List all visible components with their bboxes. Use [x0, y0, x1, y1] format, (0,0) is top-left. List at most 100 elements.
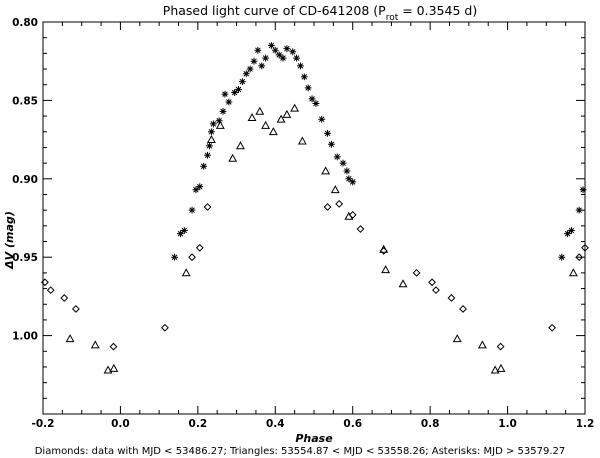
- asterisk-point: [558, 253, 566, 261]
- diamond-point: [432, 286, 440, 295]
- y-tick-label: 0.95: [12, 252, 38, 264]
- diamond-point: [109, 342, 118, 351]
- asterisk-point: [575, 206, 583, 214]
- x-tick-label: 0.4: [266, 418, 285, 430]
- asterisk-point: [349, 178, 357, 186]
- asterisk-point: [293, 54, 300, 62]
- triangle-point: [568, 268, 578, 277]
- asterisk-point: [268, 42, 275, 49]
- y-axis-title: ΔV (mag): [3, 211, 16, 270]
- y-tick-label: 0.85: [12, 95, 38, 107]
- triangle-point: [276, 114, 286, 123]
- asterisk-point: [180, 227, 188, 234]
- x-tick-label: 1.2: [576, 418, 595, 430]
- asterisk-point: [271, 46, 279, 54]
- chart-title: Phased light curve of CD-641208 (Prot = …: [163, 3, 477, 23]
- triangle-point: [379, 244, 389, 253]
- diamond-point: [348, 210, 357, 219]
- asterisk-point: [242, 70, 250, 78]
- asterisk-point: [219, 107, 227, 115]
- y-tick-label: 0.90: [12, 174, 38, 186]
- diamond-point: [60, 294, 69, 302]
- triangle-point: [268, 127, 278, 136]
- x-tick-label: 0.8: [421, 418, 440, 430]
- triangle-point: [181, 268, 191, 277]
- asterisk-point: [283, 45, 291, 53]
- triangle-point: [215, 120, 225, 129]
- x-tick-label: 0.2: [189, 418, 208, 430]
- triangle-point: [330, 185, 340, 194]
- data-marks: [41, 42, 589, 374]
- asterisk-point: [192, 186, 200, 194]
- asterisk-point: [246, 65, 254, 73]
- triangle-point: [261, 120, 271, 129]
- asterisk-point: [258, 62, 266, 70]
- asterisk-point: [177, 230, 184, 238]
- asterisk-point: [304, 84, 312, 92]
- asterisk-point: [221, 90, 229, 98]
- triangle-point: [206, 134, 216, 143]
- asterisk-point: [200, 162, 208, 170]
- asterisk-point: [208, 128, 215, 136]
- triangle-point: [109, 363, 119, 372]
- asterisk-point: [171, 253, 179, 261]
- asterisk-point: [235, 86, 242, 93]
- diamond-point: [323, 203, 332, 211]
- triangle-point: [282, 109, 292, 118]
- triangle-point: [290, 103, 300, 112]
- diamond-point: [428, 278, 436, 287]
- triangle-point: [477, 340, 487, 349]
- diamond-point: [72, 305, 80, 313]
- asterisk-point: [324, 129, 331, 137]
- asterisk-point: [279, 54, 287, 62]
- x-axis-title: Phase: [295, 432, 333, 445]
- asterisk-point: [238, 78, 246, 85]
- x-tick-label: 0.6: [343, 418, 362, 430]
- asterisk-point: [225, 98, 233, 106]
- chart-title-prefix: Phased light curve of CD-641208 (P: [163, 3, 386, 18]
- asterisk-point: [339, 159, 347, 167]
- asterisk-point: [328, 140, 335, 148]
- asterisk-point: [343, 167, 351, 175]
- diamond-point: [188, 253, 196, 262]
- asterisk-point: [231, 89, 239, 96]
- asterisk-point: [196, 183, 204, 191]
- triangle-point: [496, 363, 506, 372]
- triangle-point: [452, 334, 462, 343]
- x-tick-label: 0.0: [111, 418, 130, 430]
- x-tick-label: 1.0: [498, 418, 517, 430]
- triangle-point: [65, 334, 75, 343]
- asterisk-point: [564, 230, 571, 238]
- y-tick-label: 0.80: [12, 17, 38, 29]
- diamond-point: [335, 199, 344, 208]
- asterisk-point: [262, 54, 270, 62]
- diamond-point: [356, 225, 365, 233]
- asterisk-point: [215, 117, 223, 125]
- asterisk-point: [254, 46, 262, 54]
- asterisk-point: [250, 57, 258, 65]
- triangle-point: [381, 265, 391, 274]
- diamond-point: [581, 243, 589, 252]
- asterisk-point: [308, 95, 316, 103]
- axis-ticks: [42, 21, 586, 414]
- plot-frame: [42, 21, 586, 415]
- triangle-point: [103, 365, 113, 374]
- diamond-point: [496, 342, 505, 351]
- triangle-point: [90, 340, 100, 349]
- diamond-point: [379, 247, 388, 255]
- triangle-point: [344, 211, 354, 220]
- asterisk-point: [318, 115, 326, 123]
- diamond-point: [447, 294, 456, 302]
- chart-title-subscript: rot: [386, 13, 399, 23]
- chart-caption: Diamonds: data with MJD < 53486.27; Tria…: [35, 446, 566, 457]
- asterisk-point: [209, 120, 217, 128]
- triangle-point: [490, 365, 500, 374]
- axis-tick-labels: -0.2 0.0 0.2 0.4 0.6 0.8 1.0 1.2 0.80 0.85 0.90 0.9…: [12, 17, 594, 430]
- triangle-point: [228, 153, 238, 162]
- diamond-point: [203, 203, 212, 211]
- diamond-point: [548, 323, 556, 332]
- diamond-point: [195, 243, 204, 252]
- triangle-point: [297, 136, 307, 145]
- triangle-point: [247, 113, 257, 122]
- asterisk-point: [297, 62, 304, 70]
